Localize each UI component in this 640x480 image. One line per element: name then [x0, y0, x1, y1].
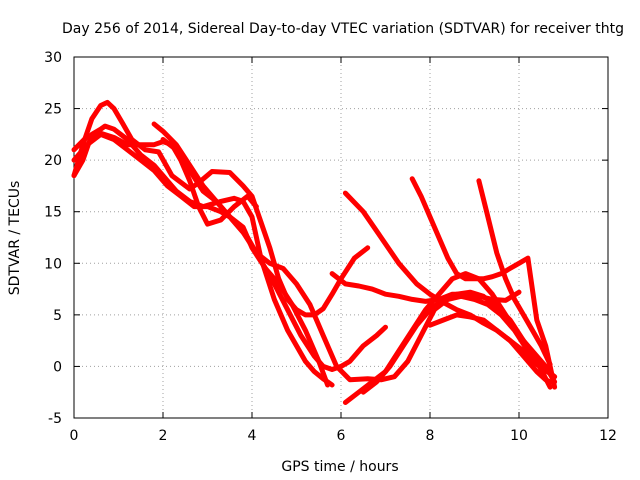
x-tick-labels: 0 2 4 6 8 10 12 — [70, 428, 617, 444]
y-tick-label: 30 — [44, 50, 62, 66]
grid — [74, 57, 608, 418]
axis-ticks — [73, 56, 609, 419]
series-line-arc-3 — [71, 131, 388, 372]
y-tick-label: 20 — [44, 153, 62, 169]
series-line-arc-11 — [409, 176, 558, 390]
series-line-arc-1 — [71, 99, 371, 318]
y-tick-label: 25 — [44, 102, 62, 118]
y-tick-labels: -5 0 5 10 15 20 25 30 — [44, 50, 62, 427]
x-tick-label: 0 — [70, 428, 79, 444]
y-tick-label: 15 — [44, 205, 62, 221]
series-line-arc-9 — [360, 289, 553, 395]
y-axis-label: SDTVAR / TECUs — [7, 181, 23, 296]
x-axis-label: GPS time / hours — [281, 459, 398, 475]
y-tick-label: 10 — [44, 256, 62, 272]
series-group — [71, 99, 558, 405]
y-tick-label: 0 — [53, 359, 62, 375]
y-tick-label: -5 — [48, 411, 62, 427]
x-tick-label: 10 — [510, 428, 528, 444]
series-line-arc-13 — [427, 312, 553, 385]
y-tick-label: 5 — [53, 308, 62, 324]
chart-title: Day 256 of 2014, Sidereal Day-to-day VTE… — [62, 21, 624, 37]
x-tick-label: 4 — [248, 428, 257, 444]
series-line-arc-12 — [476, 178, 553, 367]
x-tick-label: 2 — [159, 428, 168, 444]
series-line-arc-5 — [151, 121, 331, 388]
series-line-arc-2 — [71, 123, 335, 388]
x-tick-label: 8 — [426, 428, 435, 444]
x-tick-label: 12 — [599, 428, 617, 444]
series-line-arc-6 — [160, 137, 558, 383]
x-tick-label: 6 — [337, 428, 346, 444]
